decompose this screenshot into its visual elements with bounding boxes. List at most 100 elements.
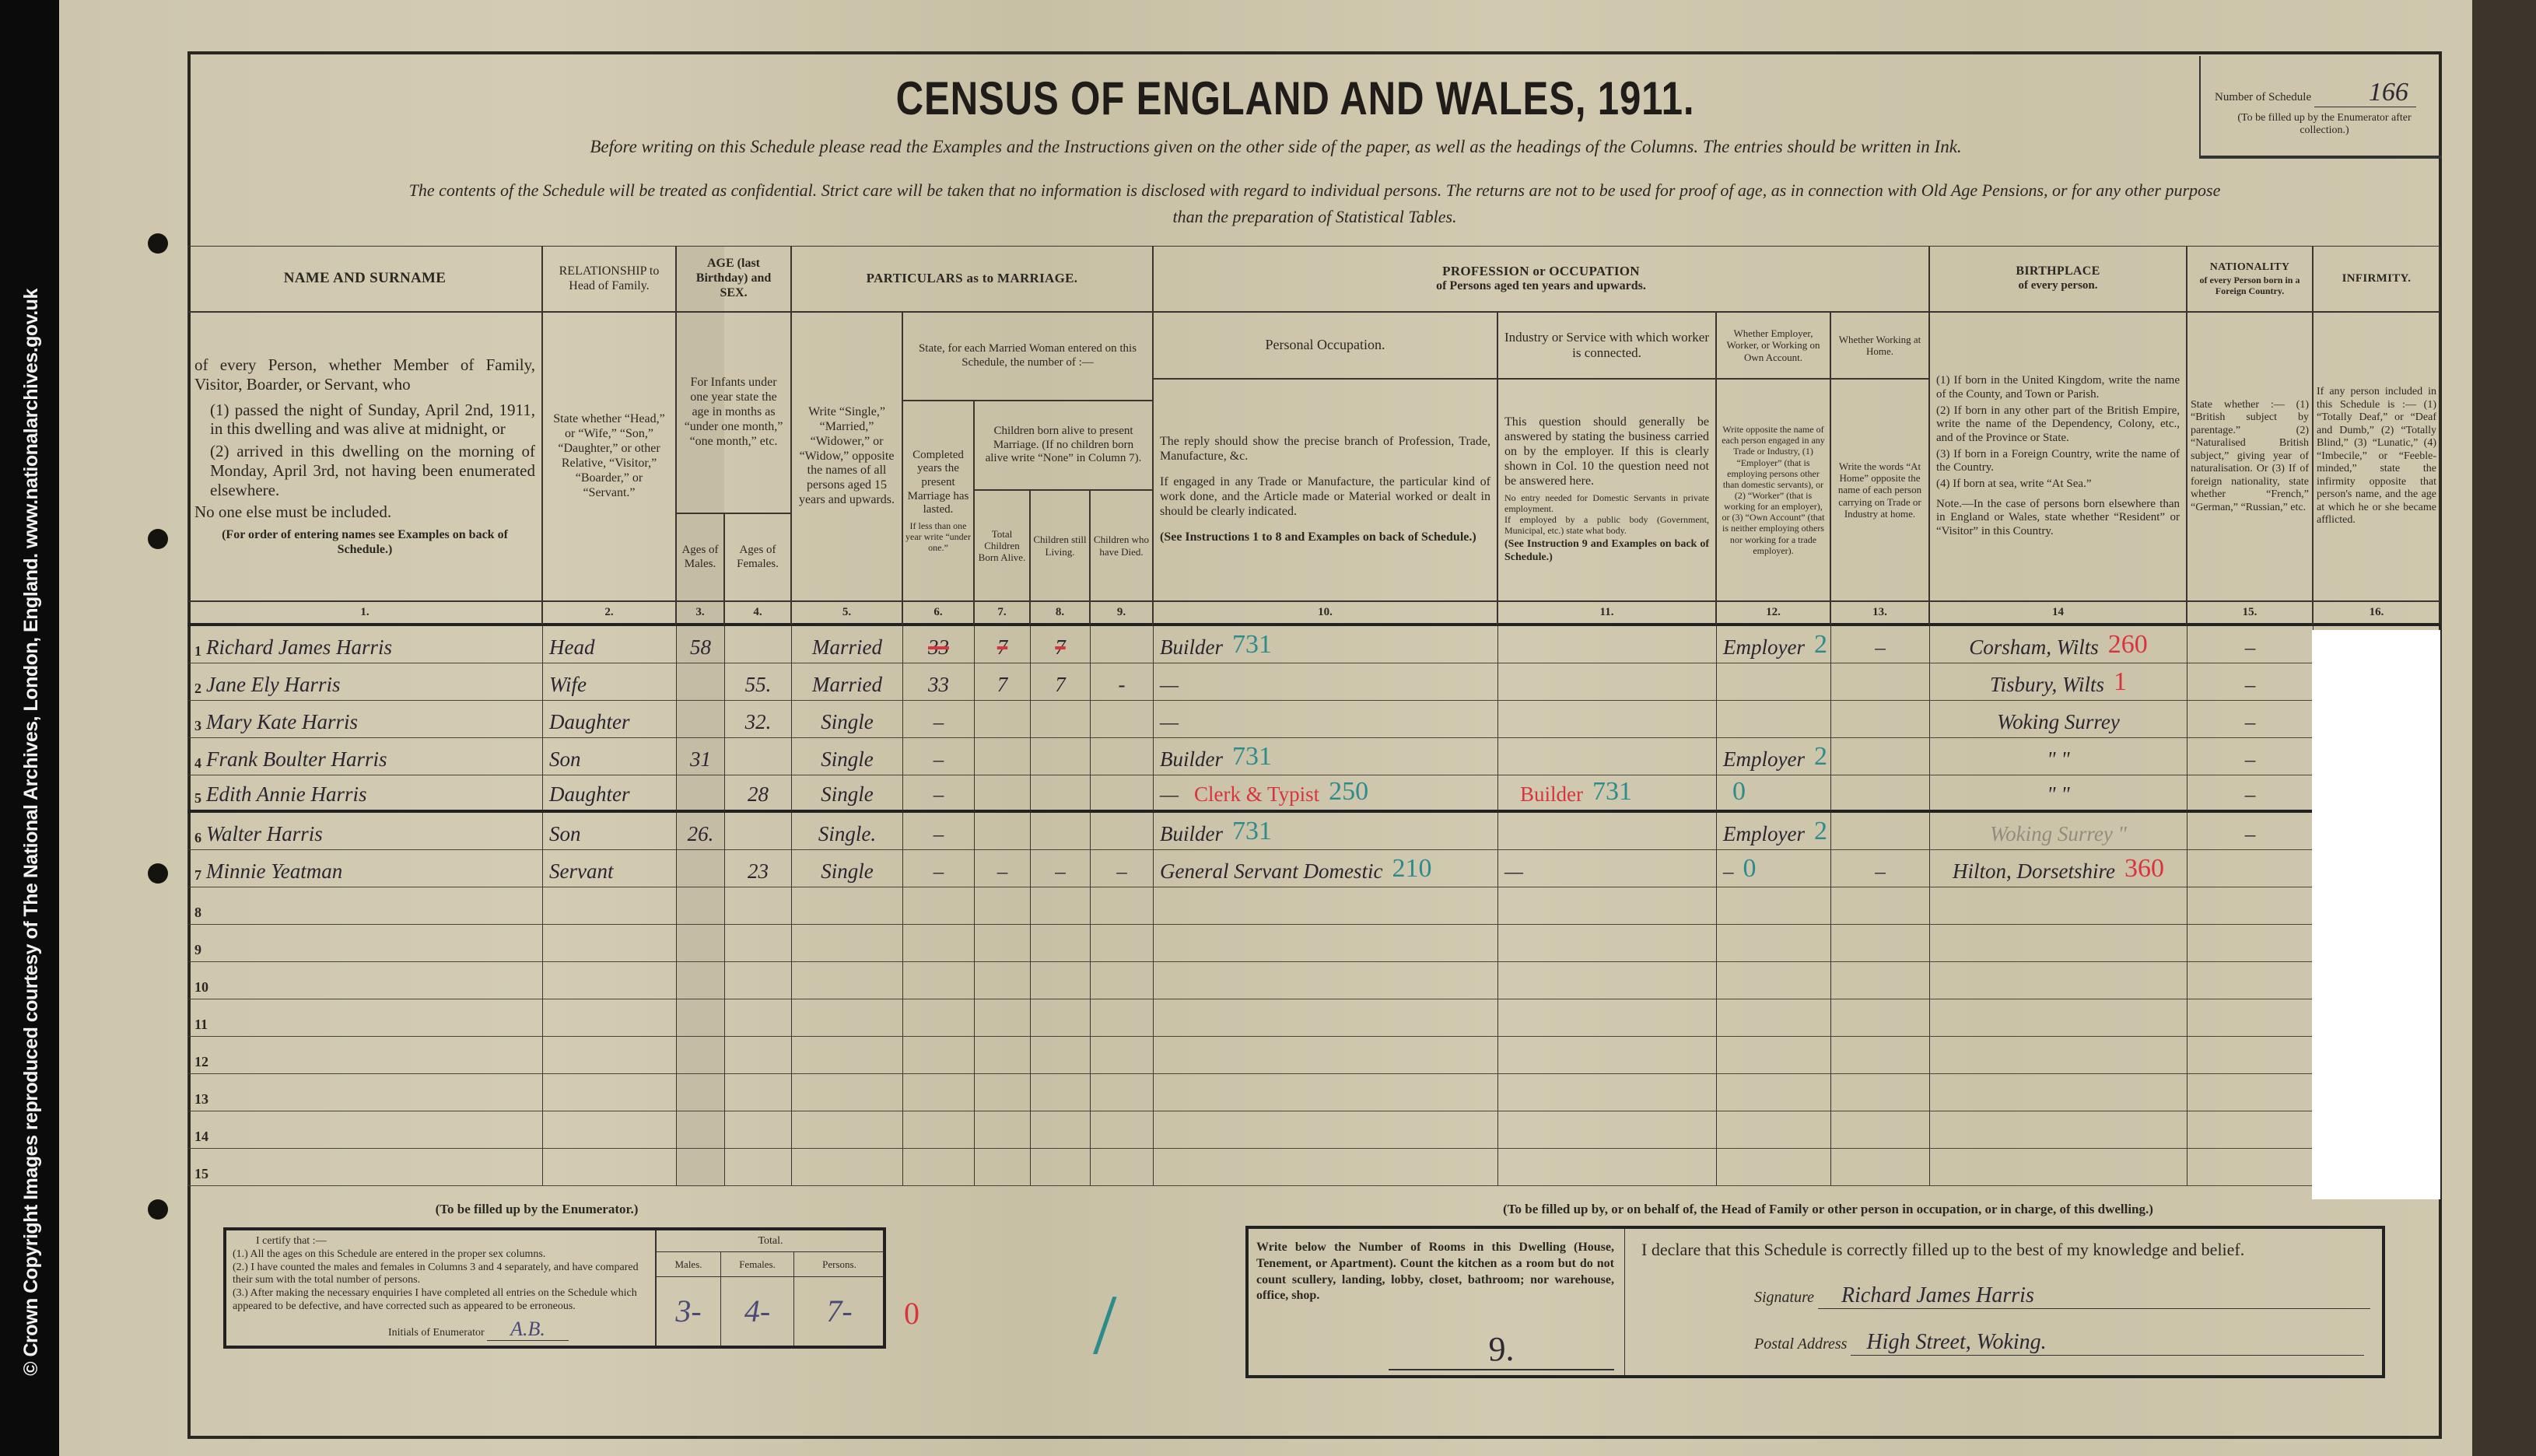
cell-name: 4 Frank Boulter Harris — [187, 738, 542, 775]
cell-age-male — [676, 887, 724, 925]
col11-heading: Industry or Service with which worker is… — [1497, 312, 1716, 379]
cell-relationship: Servant — [542, 850, 676, 887]
totals-table: Total. Males. Females. Persons. 3- 4- 7- — [655, 1230, 884, 1346]
handwritten-entry: 26. — [687, 822, 714, 845]
row-number: 10 — [194, 979, 208, 995]
classification-code: 731 — [1232, 817, 1272, 845]
cell-age-female — [724, 1111, 791, 1149]
cell-employment — [1716, 701, 1830, 738]
birthplace-subheading: of every person. — [2018, 279, 2098, 292]
cell-children-born — [974, 701, 1030, 738]
fold-shadow — [676, 246, 724, 1187]
col10-desc-c: (See Instructions 1 to 8 and Examples on… — [1160, 530, 1476, 544]
cell-industry — [1497, 999, 1716, 1037]
cell-years-married — [902, 1111, 974, 1149]
cell-relationship — [542, 1037, 676, 1074]
classification-code: 210 — [1392, 854, 1432, 883]
handwritten-entry: – — [2244, 822, 2256, 845]
cell-children-born — [974, 1149, 1030, 1186]
certify-item-1: (1.) All the ages on this Schedule are e… — [233, 1248, 546, 1260]
cell-years-married — [902, 1149, 974, 1186]
col79-description: Children born alive to present Marriage.… — [974, 401, 1153, 490]
cell-years-married: – — [902, 701, 974, 738]
handwritten-entry: 32. — [744, 710, 772, 733]
confidential-text: The contents of the Schedule will be tre… — [408, 180, 2221, 200]
cell-age-male — [676, 1037, 724, 1074]
cell-at-home — [1830, 663, 1929, 701]
handwritten-entry: 28 — [748, 782, 769, 806]
handwritten-entry: 7 — [997, 673, 1008, 696]
col4-heading: Ages of Females. — [724, 513, 791, 601]
cell-children-died — [1090, 1149, 1153, 1186]
cell-age-female: 32. — [724, 701, 791, 738]
cell-children-born: 7 — [974, 626, 1030, 663]
col34-heading: AGE (last Birthday) and SEX. — [676, 246, 791, 312]
cell-name: 11 — [187, 999, 542, 1037]
col1013-heading: PROFESSION or OCCUPATION of Persons aged… — [1153, 246, 1929, 312]
cell-name: 13 — [187, 1074, 542, 1111]
handwritten-entry: – — [933, 747, 944, 771]
cell-children-born — [974, 775, 1030, 813]
cell-children-born — [974, 962, 1030, 999]
col7-heading: Total Children Born Alive. — [974, 490, 1030, 601]
row-number: 13 — [194, 1091, 208, 1107]
classification-code: 0 — [1743, 854, 1757, 883]
cell-age-female: 23 — [724, 850, 791, 887]
instructions-text: Before writing on this Schedule please r… — [590, 137, 1962, 156]
cell-children-died — [1090, 1074, 1153, 1111]
rooms-instruction: Write below the Number of Rooms in this … — [1256, 1241, 1614, 1303]
cell-at-home — [1830, 775, 1929, 813]
cell-relationship — [542, 999, 676, 1037]
cell-occupation — [1153, 1074, 1497, 1111]
cell-children-born — [974, 925, 1030, 962]
signature-label: Signature — [1754, 1289, 1815, 1306]
handwritten-entry: – — [2244, 710, 2256, 733]
handwritten-entry: 31 — [690, 747, 711, 771]
cell-birthplace — [1929, 1037, 2187, 1074]
cell-birthplace — [1929, 1111, 2187, 1149]
cell-relationship: Wife — [542, 663, 676, 701]
handwritten-entry: – — [2244, 747, 2256, 771]
red-annotation-mark: 0 — [904, 1296, 919, 1331]
postal-address: High Street, Woking. — [1851, 1330, 2365, 1356]
col11-description: This question should generally be answer… — [1497, 379, 1716, 601]
rooms-box: Write below the Number of Rooms in this … — [1249, 1229, 1625, 1375]
cell-age-female — [724, 1074, 791, 1111]
cell-occupation: — — [1153, 663, 1497, 701]
col59-heading: PARTICULARS as to MARRIAGE. — [791, 246, 1153, 312]
cell-name: 15 — [187, 1149, 542, 1186]
cell-name: 7 Minnie Yeatman — [187, 850, 542, 887]
cell-occupation — [1153, 962, 1497, 999]
cell-nationality: – — [2187, 663, 2313, 701]
cell-name: 10 — [187, 962, 542, 999]
cell-age-female — [724, 738, 791, 775]
declaration-text: I declare that this Schedule is correctl… — [1641, 1240, 2245, 1259]
cell-children-living — [1030, 999, 1090, 1037]
column-number: 10. — [1153, 601, 1497, 626]
cell-at-home — [1830, 962, 1929, 999]
row-number: 6 — [194, 830, 201, 845]
cell-years-married: – — [902, 813, 974, 850]
cell-employment — [1716, 1111, 1830, 1149]
cell-name: 5 Edith Annie Harris — [187, 775, 542, 813]
handwritten-entry: 33 — [928, 635, 949, 659]
cell-nationality — [2187, 1074, 2313, 1111]
cell-marriage: Married — [791, 626, 902, 663]
cell-nationality: – — [2187, 775, 2313, 813]
occupation-subheading: of Persons aged ten years and upwards. — [1436, 279, 1646, 293]
cell-children-died — [1090, 738, 1153, 775]
cell-birthplace — [1929, 962, 2187, 999]
cell-marriage — [791, 887, 902, 925]
handwritten-entry: Single — [821, 710, 874, 733]
column-number: 12. — [1716, 601, 1830, 626]
cell-name: 6 Walter Harris — [187, 813, 542, 850]
row-number: 7 — [194, 867, 201, 883]
cell-at-home — [1830, 1074, 1929, 1111]
cell-age-male — [676, 775, 724, 813]
handwritten-entry: – — [1723, 859, 1734, 883]
cell-employment — [1716, 663, 1830, 701]
cell-industry — [1497, 1074, 1716, 1111]
col1-description: of every Person, whether Member of Famil… — [187, 312, 542, 601]
handwritten-entry: – — [933, 859, 944, 883]
cell-birthplace: " " — [1929, 775, 2187, 813]
